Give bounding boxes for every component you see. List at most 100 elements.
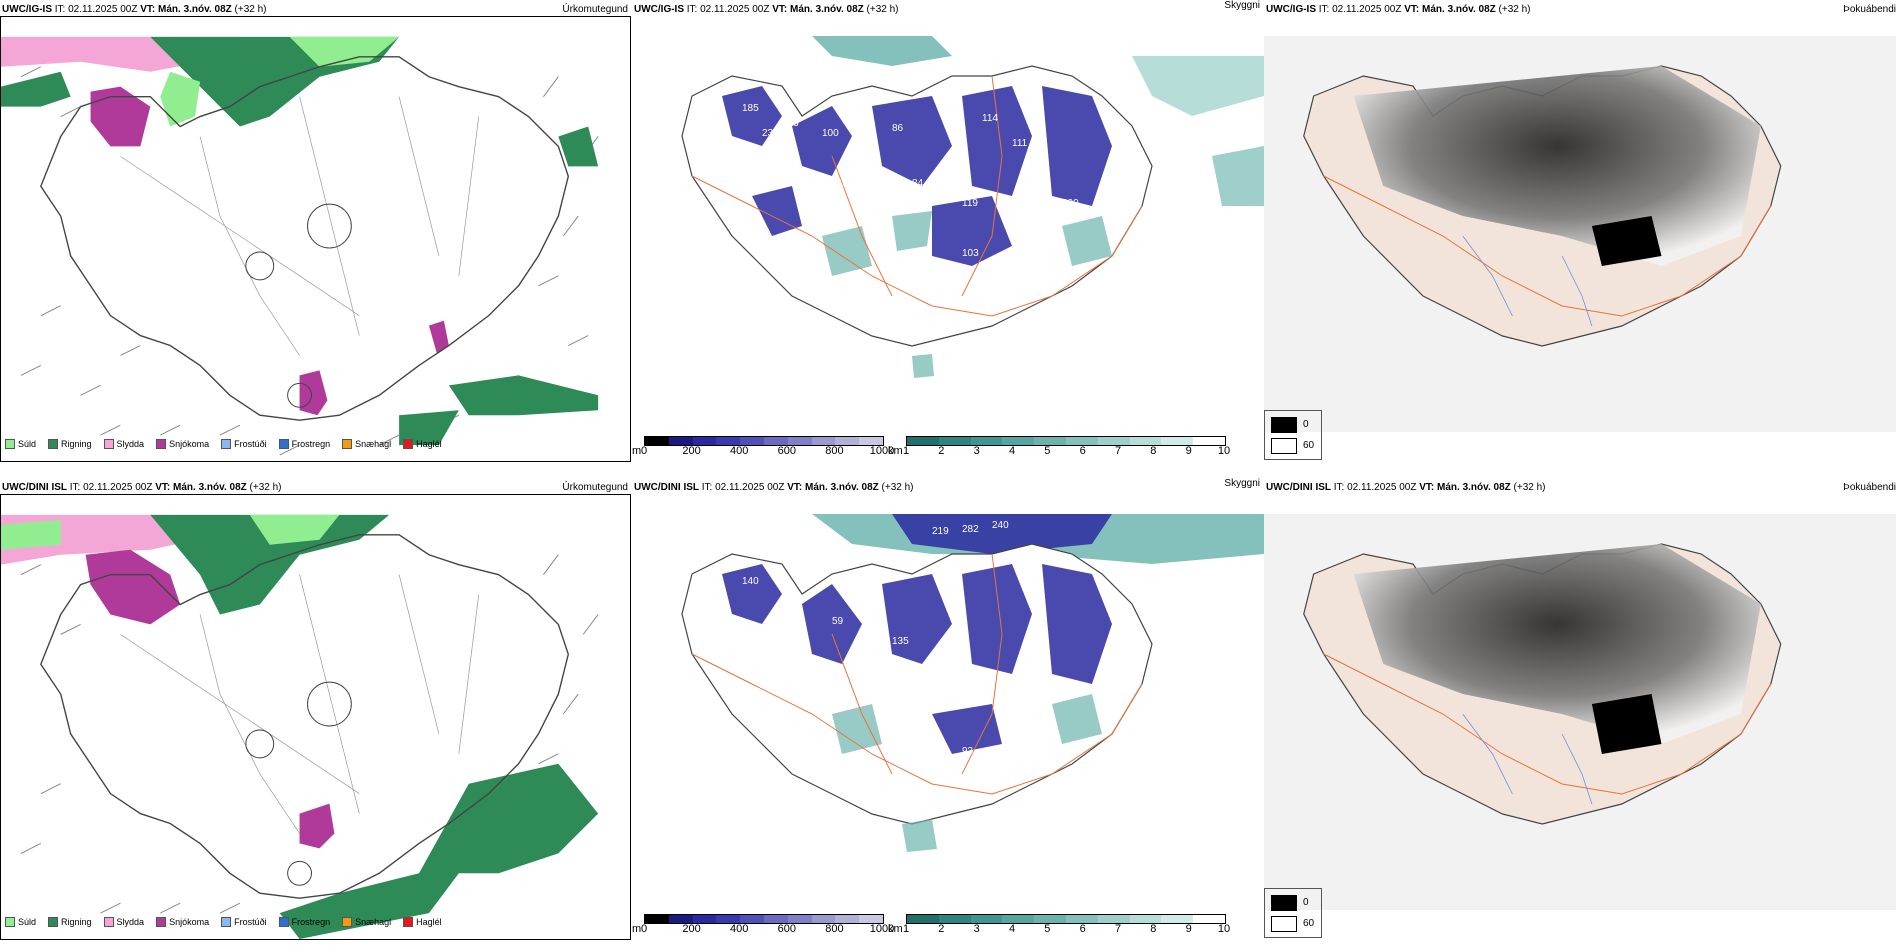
precip-legend-swatch [103,439,114,449]
svg-text:59: 59 [832,616,844,627]
visibility-unit: km [888,445,903,457]
precip-legend-item: Frostúði [221,917,267,927]
rain-area-east [558,126,599,167]
cloud-base-unit: m [632,923,642,935]
panel-header: UWC/DINI ISL IT: 02.11.2025 00Z VT: Mán.… [2,482,630,496]
visibility-bar [906,436,1226,446]
visibility-patches [822,211,1112,378]
panel-header: UWC/DINI ISL IT: 02.11.2025 00Z VT: Mán.… [634,478,1262,496]
precip-legend-swatch [103,917,114,927]
row-dini-isl: Súld Rigning Slydda Snjókoma Frostúði Frostre… [0,478,1900,948]
colorbar-tick-label: 1000 [869,923,895,935]
colorbar-segment [1129,437,1162,445]
visibility-patches [832,694,1102,852]
precip-legend-item: Slydda [103,917,144,927]
snow-area-south [299,803,335,849]
precip-legend-label: Frostregn [291,917,331,927]
svg-text:103: 103 [962,248,979,259]
precip-legend-item: Snæhagl [342,439,391,449]
vt-value: Mán. 3.nóv. 08Z [173,482,247,493]
model-name: UWC/DINI ISL [1266,482,1331,493]
precip-legend: Súld Rigning Slydda Snjókoma Frostúði Frostre… [5,915,448,929]
colorbar-tick-label: 1000 [869,445,895,457]
panel-title: Þokuábendi [1843,482,1896,493]
fog-map-svg [1264,514,1896,910]
precip-legend-item: Frostregn [278,917,331,927]
colorbar-segment [1161,437,1194,445]
fog-index-legend: 0 60 [1264,888,1322,938]
fog-index-map[interactable] [1264,514,1896,910]
roads [691,75,1143,317]
lead-time: (+32 h) [1513,482,1546,493]
colorbar-tick-label: 5 [1044,445,1051,457]
cloud-visibility-panel: UWC/DINI ISL IT: 02.11.2025 00Z VT: Mán.… [632,478,1264,948]
precip-legend-label: Frostregn [291,439,331,449]
roads [691,553,1143,795]
precip-legend-label: Haglél [416,439,442,449]
colorbar-tick-label: 6 [1079,445,1086,457]
precip-legend-swatch [221,439,232,449]
precip-type-map[interactable]: Súld Rigning Slydda Snjókoma Frostúði Frostre… [0,494,631,940]
precip-legend-item: Súld [5,439,36,449]
colorbar-segment [1193,915,1225,923]
cloud-base-labels: 219 282 240 140 59 135 108 120 285 208 210 397 9… [742,520,1079,837]
vt-value: Mán. 3.nóv. 08Z [1422,4,1496,15]
wind-barbs [20,554,599,914]
rain-area-se [448,375,599,416]
it-value: 02.11.2025 00Z [715,482,785,493]
vt-value: Mán. 3.nóv. 08Z [1437,482,1511,493]
precip-legend-label: Frostúði [234,917,267,927]
precip-legend-swatch [221,917,232,927]
cloud-base-unit: m [632,445,642,457]
row-ig-is: Súld Rigning Slydda Snjókoma Frostúði Frostre… [0,0,1900,470]
it-label: IT: [54,4,66,15]
colorbar-tick-label: 400 [730,445,749,457]
fog-index-panel: UWC/IG-IS IT: 02.11.2025 00Z VT: Mán. 3.… [1264,0,1900,470]
svg-text:219: 219 [932,526,949,537]
colorbar-segment [716,437,741,445]
colorbar-tick-label: 600 [777,445,796,457]
rivers-roads [120,96,480,356]
fog-index-map[interactable] [1264,36,1896,432]
panel-title: Úrkomutegund [562,4,628,15]
visibility-unit: km [888,923,903,935]
svg-text:111: 111 [1012,138,1028,149]
colorbar-tick-label: 1 [902,923,910,935]
fog-high-swatch [1271,438,1297,454]
snow-area-southeast [428,320,449,354]
colorbar-tick-label: 3 [973,923,980,935]
cloud-visibility-map[interactable]: 219 282 240 140 59 135 108 120 285 208 210 397 9… [632,514,1264,910]
colorbar-tick-label: 200 [682,445,701,457]
svg-text:300: 300 [1062,198,1079,209]
colorbar-segment [645,915,669,923]
snow-area-south [299,370,328,416]
colorbar-segment [787,915,812,923]
colorbar-tick-label: 8 [1150,923,1157,935]
precip-legend-label: Snæhagl [355,439,392,449]
precip-legend-item: Frostúði [221,439,267,449]
colorbar-segment [787,437,812,445]
colorbar-segment [692,915,717,923]
precip-legend-label: Haglél [416,917,442,927]
colorbar-segment [811,915,836,923]
low-cloud-area-north [892,514,1112,554]
colorbar-tick-label: 7 [1114,923,1122,935]
lead-time: (+32 h) [249,482,282,493]
colorbar-tick-label: 6 [1079,923,1086,935]
visibility-area-north [812,36,952,66]
precip-legend: Súld Rigning Slydda Snjókoma Frostúði Frostre… [5,437,448,451]
colorbar-segment [1034,915,1066,923]
colorbar-segment [763,437,788,445]
rain-area-south-coast [399,410,459,446]
fog-index-low-area [1591,694,1662,754]
colorbar-segment [859,437,883,445]
svg-text:231: 231 [932,328,949,339]
svg-text:135: 135 [892,636,909,647]
fog-index-field [1353,544,1761,744]
cloud-visibility-map[interactable]: 185 232 153 100 86 114 111 111 80 84 119 300 103… [632,36,1264,432]
precip-legend-label: Frostúði [234,439,267,449]
precip-legend-swatch [403,439,414,449]
colorbar-tick-label: 800 [825,923,844,935]
snow-area-westfjords [90,86,151,147]
precip-type-map[interactable]: Súld Rigning Slydda Snjókoma Frostúði Frostre… [0,16,631,462]
